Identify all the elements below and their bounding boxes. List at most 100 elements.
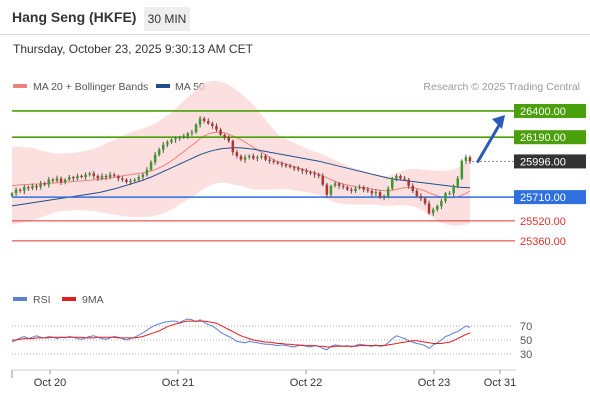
candle-body [301,169,304,171]
candle-body [456,178,459,186]
candle-body [419,195,423,199]
candle-body [440,200,443,206]
candle-body [309,172,312,174]
candle-body [427,203,431,214]
candle-body [18,189,22,191]
level-labels: 26400.00 26190.00 25996.00 25710.00 25520.00… [514,103,586,248]
candle-body [113,174,116,176]
candle-body [129,180,132,183]
candle-body [333,183,337,186]
candle-body [378,192,382,198]
pivot-label-box [514,190,586,205]
ma9-legend-swatch [62,297,76,301]
watermark: Research © 2025 Trading Central [423,81,580,93]
candle-body [153,154,157,163]
candle-body [174,138,177,140]
candle-body [329,185,333,195]
candle-body [436,205,439,210]
candle-body [108,174,112,178]
resistance-label-box [514,130,586,145]
candle-body [448,193,451,195]
candle-body [444,193,447,201]
candle-body [35,185,38,188]
candle-body [243,157,247,160]
support-level-label: 25360.00 [520,236,566,248]
candle-body [366,189,369,191]
resistance-label-box [514,103,586,118]
candle-body [382,195,386,198]
last-level-label: 25996.00 [520,156,566,168]
pivot-level-label: 25710.00 [520,192,566,204]
instrument-title: Hang Seng (HKFE) [12,9,137,25]
moving-averages [11,131,471,207]
candle-body [239,155,243,160]
candle-body [337,183,341,186]
candle-body [31,185,34,189]
chart-legend: MA 20 + Bollinger Bands MA 50 Research ©… [13,81,580,93]
candle-body [325,184,329,195]
forecast-arrow-head [492,114,505,129]
candle-body [14,189,18,194]
candle-body [162,144,165,150]
ma9-legend-label: 9MA [82,294,104,306]
candle-body [288,165,292,168]
candle-body [264,155,267,160]
candle-body [227,137,230,141]
candle-body [194,124,198,133]
header-divider [0,34,590,35]
candle-body [403,178,406,180]
timeframe-button[interactable]: 30 MIN [144,7,190,31]
candle-body [43,183,46,185]
candle-body [317,174,320,176]
candle-body [346,187,349,190]
candle-body [166,142,169,145]
rsi-ma9-line [12,320,471,348]
candle-body [260,155,263,158]
candle-body [207,121,210,124]
candle-body [88,173,91,175]
candle-body [374,192,378,194]
resistance-level-label: 26400.00 [520,106,566,118]
candle-body [137,177,140,180]
candle-body [68,177,71,180]
candle-body [145,169,149,175]
candle-body [178,137,181,139]
candle-body [292,167,296,169]
candle-body [117,175,120,179]
candle-body [280,163,284,165]
candle-body [47,179,50,185]
last-label-box [514,154,586,169]
candle-body [415,190,419,196]
candle-body [386,188,390,196]
candle-body [464,157,468,161]
candle-body [395,175,398,179]
candle-body [370,190,374,194]
rsi-panel: 70 50 30 [11,318,532,361]
bollinger-band-area [12,81,470,226]
resistance-level-label: 26190.00 [520,132,566,144]
rsi-legend-swatch [13,297,27,301]
candle-body [10,193,14,196]
ma20-line [11,131,471,199]
x-tick-label: Oct 22 [290,377,322,389]
candle-body [59,178,63,183]
candle-body [276,162,279,164]
candle-body [468,157,472,162]
candle-body [157,149,161,155]
candle-body [125,179,128,183]
forecast-arrow [476,114,505,163]
candle-body [133,179,136,181]
x-tick-label: Oct 23 [418,377,450,389]
header: Hang Seng (HKFE) 30 MIN [0,0,590,36]
candle-body [72,177,75,179]
price-levels [12,110,515,242]
candles [10,116,472,216]
candle-body [321,175,324,185]
rsi-legend-label: RSI [33,294,51,306]
ma50-line [11,147,471,207]
date-line: Thursday, October 23, 2025 9:30:13 AM CE… [13,42,253,56]
candle-body [411,185,414,191]
rsi-tick-label: 30 [520,349,532,361]
rsi-tick-label: 50 [520,335,532,347]
